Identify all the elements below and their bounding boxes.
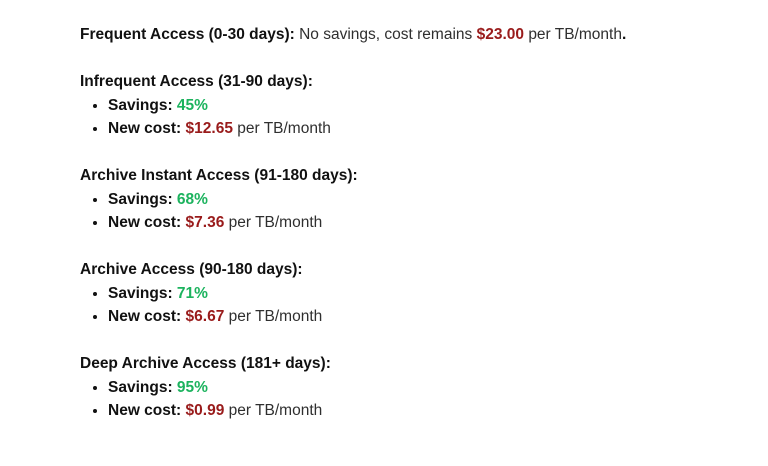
savings-item: Savings: 95% [108, 376, 728, 400]
savings-value: 71% [176, 284, 208, 302]
savings-label: Savings: [108, 96, 173, 114]
cost-item: New cost: $12.65 per TB/month [108, 117, 728, 141]
cost-suffix: per TB/month [237, 120, 331, 137]
tier-list-archive: Savings: 71% New cost: $6.67 per TB/mont… [80, 282, 728, 329]
tier-heading-archive-instant: Archive Instant Access (91-180 days): [80, 167, 358, 184]
tier-list-archive-instant: Savings: 68% New cost: $7.36 per TB/mont… [80, 188, 728, 235]
savings-value: 68% [176, 190, 208, 208]
frequent-access-suffix: per TB/month [528, 26, 622, 43]
cost-value: $7.36 [185, 214, 225, 231]
frequent-access-price: $23.00 [476, 26, 524, 43]
frequent-access-paragraph: Frequent Access (0-30 days): No savings,… [80, 23, 728, 47]
frequent-access-text: No savings, cost remains [299, 26, 473, 43]
savings-item: Savings: 71% [108, 282, 728, 306]
tier-list-deep-archive: Savings: 95% New cost: $0.99 per TB/mont… [80, 376, 728, 423]
cost-item: New cost: $7.36 per TB/month [108, 211, 728, 235]
savings-label: Savings: [108, 284, 173, 302]
cost-label: New cost: [108, 402, 182, 419]
cost-value: $6.67 [185, 308, 225, 325]
tier-list-infrequent: Savings: 45% New cost: $12.65 per TB/mon… [80, 94, 728, 141]
frequent-access-period: . [621, 26, 627, 43]
savings-value: 95% [176, 378, 208, 396]
savings-label: Savings: [108, 190, 173, 208]
cost-item: New cost: $6.67 per TB/month [108, 305, 728, 329]
cost-suffix: per TB/month [228, 214, 323, 231]
frequent-access-label: Frequent Access (0-30 days): [80, 26, 295, 43]
tier-heading-infrequent: Infrequent Access (31-90 days): [80, 73, 313, 90]
cost-label: New cost: [108, 308, 182, 325]
savings-item: Savings: 45% [108, 94, 728, 118]
storage-pricing-document: Frequent Access (0-30 days): No savings,… [0, 0, 768, 423]
savings-label: Savings: [108, 378, 173, 396]
cost-label: New cost: [108, 120, 182, 137]
tier-heading-deep-archive: Deep Archive Access (181+ days): [80, 355, 331, 372]
cost-label: New cost: [108, 214, 182, 231]
cost-value: $12.65 [185, 120, 233, 137]
cost-suffix: per TB/month [228, 308, 323, 325]
tier-heading-archive: Archive Access (90-180 days): [80, 261, 303, 278]
savings-item: Savings: 68% [108, 188, 728, 212]
cost-item: New cost: $0.99 per TB/month [108, 399, 728, 423]
savings-value: 45% [176, 96, 208, 114]
cost-suffix: per TB/month [228, 402, 323, 419]
cost-value: $0.99 [185, 402, 225, 419]
